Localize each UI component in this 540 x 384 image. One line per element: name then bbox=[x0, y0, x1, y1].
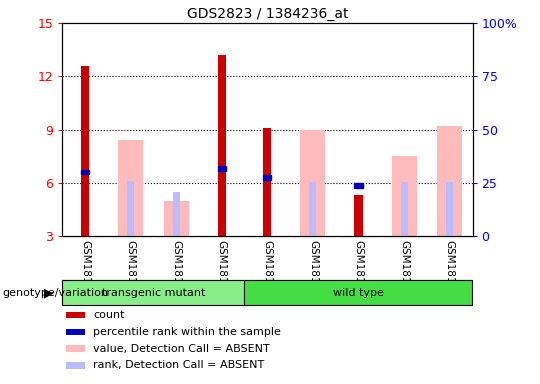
Bar bbox=[66, 362, 85, 369]
Bar bbox=[437, 126, 462, 236]
Bar bbox=[309, 182, 316, 236]
Bar bbox=[245, 280, 472, 305]
Bar bbox=[446, 182, 453, 236]
Bar bbox=[81, 170, 89, 174]
Text: GSM181543: GSM181543 bbox=[354, 240, 363, 303]
Text: GSM181541: GSM181541 bbox=[262, 240, 272, 303]
Bar bbox=[354, 195, 362, 236]
Text: GSM181540: GSM181540 bbox=[217, 240, 227, 303]
Text: GSM181538: GSM181538 bbox=[125, 240, 136, 303]
Text: GSM181542: GSM181542 bbox=[308, 240, 318, 303]
Text: GSM181545: GSM181545 bbox=[445, 240, 455, 303]
Bar bbox=[218, 166, 226, 171]
Text: GSM181539: GSM181539 bbox=[171, 240, 181, 303]
Text: transgenic mutant: transgenic mutant bbox=[102, 288, 205, 298]
Bar bbox=[118, 140, 143, 236]
Bar bbox=[354, 183, 362, 188]
Bar bbox=[66, 312, 85, 318]
Bar bbox=[401, 182, 408, 236]
Bar bbox=[218, 55, 226, 236]
Bar bbox=[164, 200, 188, 236]
Bar bbox=[300, 130, 326, 236]
Text: percentile rank within the sample: percentile rank within the sample bbox=[93, 327, 281, 337]
Text: count: count bbox=[93, 310, 124, 320]
Text: rank, Detection Call = ABSENT: rank, Detection Call = ABSENT bbox=[93, 361, 264, 371]
Bar bbox=[66, 346, 85, 352]
Text: GSM181537: GSM181537 bbox=[80, 240, 90, 303]
Text: genotype/variation: genotype/variation bbox=[3, 288, 109, 298]
Text: GSM181544: GSM181544 bbox=[399, 240, 409, 303]
Bar bbox=[66, 329, 85, 335]
Bar bbox=[263, 128, 272, 236]
Title: GDS2823 / 1384236_at: GDS2823 / 1384236_at bbox=[186, 7, 348, 21]
Bar bbox=[81, 66, 89, 236]
Bar bbox=[392, 156, 417, 236]
Text: ▶: ▶ bbox=[44, 286, 54, 299]
Bar bbox=[263, 175, 272, 180]
Bar bbox=[173, 192, 179, 236]
Text: wild type: wild type bbox=[333, 288, 384, 298]
Bar bbox=[127, 181, 134, 236]
Text: value, Detection Call = ABSENT: value, Detection Call = ABSENT bbox=[93, 344, 269, 354]
Bar bbox=[62, 280, 245, 305]
